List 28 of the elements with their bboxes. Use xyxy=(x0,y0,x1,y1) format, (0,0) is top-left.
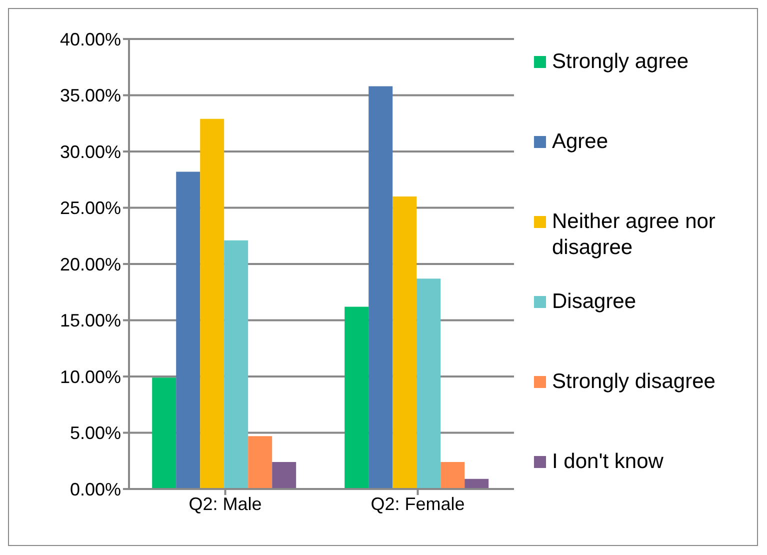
legend-label: Strongly agree xyxy=(552,49,689,75)
y-tick-label: 5.00% xyxy=(70,423,121,444)
bar xyxy=(368,86,393,489)
legend-label: I don't know xyxy=(552,449,664,475)
legend-label: Strongly disagree xyxy=(552,369,716,395)
bar xyxy=(176,172,200,489)
bar xyxy=(224,240,248,489)
y-tick-label: 20.00% xyxy=(60,254,121,274)
bar xyxy=(248,436,272,489)
y-tick-label: 30.00% xyxy=(60,142,121,162)
y-tick-label: 15.00% xyxy=(60,310,121,331)
bar xyxy=(200,118,224,489)
bar xyxy=(344,306,369,489)
legend-label: Neither agree nor disagree xyxy=(552,209,716,261)
bar xyxy=(440,462,465,489)
bar xyxy=(152,378,176,489)
bar xyxy=(272,462,296,489)
y-tick-label: 40.00% xyxy=(60,29,121,50)
x-tick-label: Q2: Female xyxy=(370,494,465,514)
legend-label: Disagree xyxy=(552,289,636,315)
y-tick-label: 25.00% xyxy=(60,198,121,218)
y-tick-label: 10.00% xyxy=(60,366,121,387)
bar xyxy=(392,196,417,489)
y-tick-label: 0.00% xyxy=(70,479,121,500)
legend-label: Agree xyxy=(552,129,608,155)
bar xyxy=(416,278,441,489)
x-tick-label: Q2: Male xyxy=(188,494,262,514)
y-tick-label: 35.00% xyxy=(60,86,121,106)
